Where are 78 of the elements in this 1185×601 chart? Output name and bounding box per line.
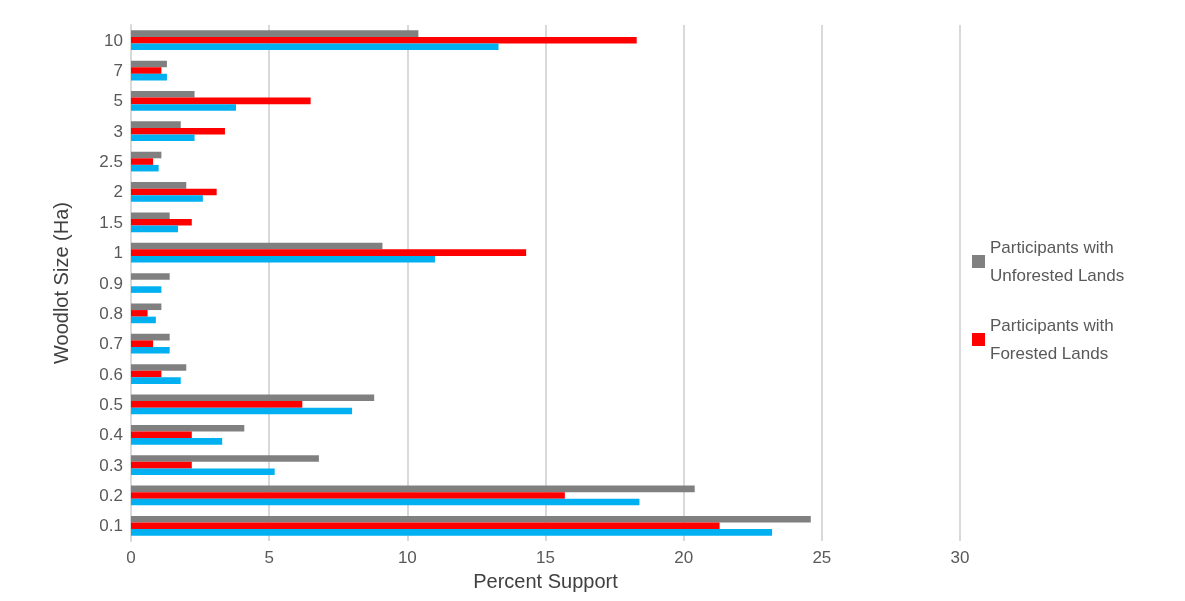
bar — [131, 158, 154, 165]
bar — [131, 431, 192, 439]
bar — [131, 36, 637, 44]
y-tick-label: 0.1 — [99, 516, 123, 536]
y-tick-label: 0.8 — [99, 303, 123, 323]
bar — [131, 340, 154, 347]
bar — [131, 249, 527, 256]
bar — [131, 195, 203, 202]
bar — [131, 219, 192, 226]
bar — [131, 303, 162, 311]
bar — [131, 455, 319, 462]
bar — [131, 310, 148, 317]
bar — [131, 377, 181, 384]
bar — [131, 43, 499, 51]
bar — [131, 346, 170, 354]
y-tick-label: 1.5 — [99, 212, 123, 232]
bar — [131, 485, 695, 493]
bar — [131, 73, 167, 81]
x-tick-label: 30 — [950, 548, 970, 567]
y-tick-label: 0.9 — [99, 273, 123, 293]
bar — [131, 242, 383, 250]
x-axis-title: Percent Support — [473, 569, 619, 592]
x-tick-label: 5 — [264, 548, 274, 567]
bar — [131, 461, 192, 469]
bar — [131, 401, 303, 408]
y-tick-label: 0.5 — [99, 394, 123, 414]
bar — [131, 424, 245, 432]
x-tick-label: 20 — [674, 548, 694, 567]
bar — [131, 67, 162, 74]
bar — [131, 91, 195, 98]
bar — [131, 212, 170, 220]
bar — [131, 522, 720, 530]
y-axis-title: Woodlot Size (Ha) — [50, 202, 72, 364]
y-tick-label: 0.4 — [99, 425, 123, 445]
bar — [131, 333, 170, 341]
y-tick-label: 10 — [104, 30, 123, 50]
x-tick-label: 10 — [397, 548, 417, 567]
bar — [131, 515, 811, 523]
bar — [131, 127, 225, 135]
bar — [131, 468, 275, 475]
x-tick-label: 25 — [812, 548, 832, 567]
legend-label: Participants with Forested Lands — [990, 316, 1119, 363]
y-tick-label: 0.2 — [99, 485, 123, 505]
bar — [131, 394, 375, 402]
bar — [131, 316, 156, 324]
bar — [131, 492, 565, 499]
bar — [131, 255, 435, 263]
bar — [131, 286, 162, 293]
y-tick-label: 0.3 — [99, 455, 123, 475]
bar — [131, 529, 773, 536]
bar — [131, 438, 223, 445]
bar — [131, 164, 159, 172]
bar — [131, 97, 311, 105]
y-tick-label: 3 — [113, 121, 123, 141]
bar — [131, 498, 640, 506]
y-tick-label: 0.6 — [99, 364, 123, 384]
bar — [131, 188, 217, 196]
bar — [131, 104, 237, 111]
bar — [131, 273, 170, 280]
bar — [131, 134, 195, 142]
y-tick-label: 5 — [113, 91, 123, 111]
bar — [131, 182, 187, 189]
bar — [131, 225, 178, 233]
x-tick-label: 0 — [126, 548, 136, 567]
bar — [131, 30, 419, 37]
bar — [131, 121, 181, 128]
bar — [131, 364, 187, 371]
bar — [131, 370, 162, 378]
x-tick-label: 15 — [536, 548, 555, 567]
bar — [131, 60, 167, 68]
bar — [131, 151, 162, 159]
y-tick-label: 2 — [113, 182, 123, 202]
legend-label: Participants with Unforested Lands — [990, 238, 1125, 285]
y-tick-label: 0.7 — [99, 334, 123, 354]
y-tick-label: 1 — [113, 243, 123, 263]
y-tick-label: 2.5 — [99, 152, 123, 172]
y-tick-label: 7 — [113, 61, 123, 81]
bar — [131, 407, 353, 415]
